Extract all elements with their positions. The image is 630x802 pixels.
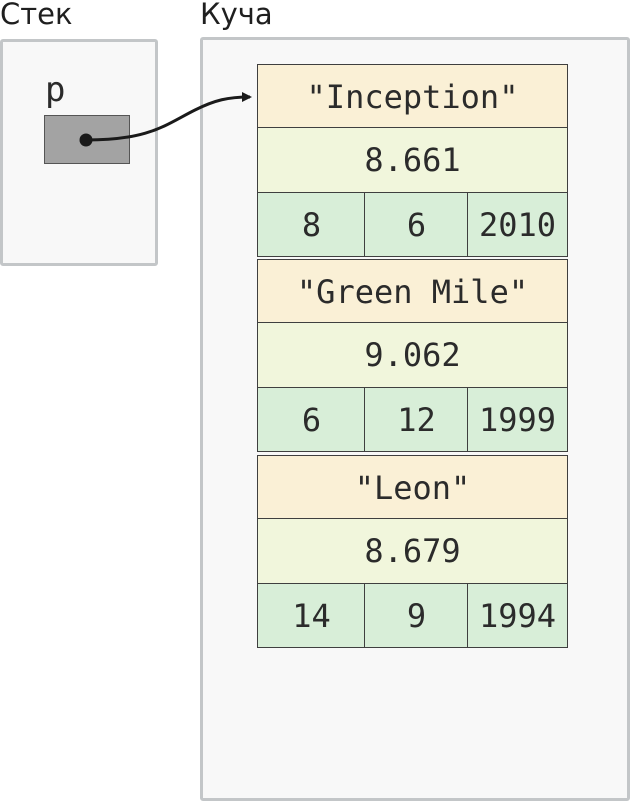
record-title-cell: "Leon" bbox=[257, 455, 568, 520]
record-number-cell-3: 2010 bbox=[467, 192, 568, 257]
record-rating-cell: 8.661 bbox=[257, 127, 568, 193]
stack-label: Стек bbox=[0, 0, 73, 31]
pointer-variable-box bbox=[44, 115, 130, 164]
record-rating-cell: 8.679 bbox=[257, 518, 568, 584]
record-number-cell-1: 6 bbox=[257, 387, 366, 452]
record-number-cell-1: 8 bbox=[257, 192, 366, 257]
heap-label: Куча bbox=[200, 0, 273, 31]
record-title-cell: "Inception" bbox=[257, 64, 568, 129]
record-number-cell-3: 1994 bbox=[467, 583, 568, 648]
pointer-variable-name: p bbox=[45, 70, 66, 110]
record-number-cell-3: 1999 bbox=[467, 387, 568, 452]
record-number-cell-1: 14 bbox=[257, 583, 366, 648]
record-number-cell-2: 9 bbox=[364, 583, 469, 648]
record-title-cell: "Green Mile" bbox=[257, 259, 568, 324]
record-rating-cell: 9.062 bbox=[257, 322, 568, 388]
record-number-cell-2: 6 bbox=[364, 192, 469, 257]
record-number-cell-2: 12 bbox=[364, 387, 469, 452]
